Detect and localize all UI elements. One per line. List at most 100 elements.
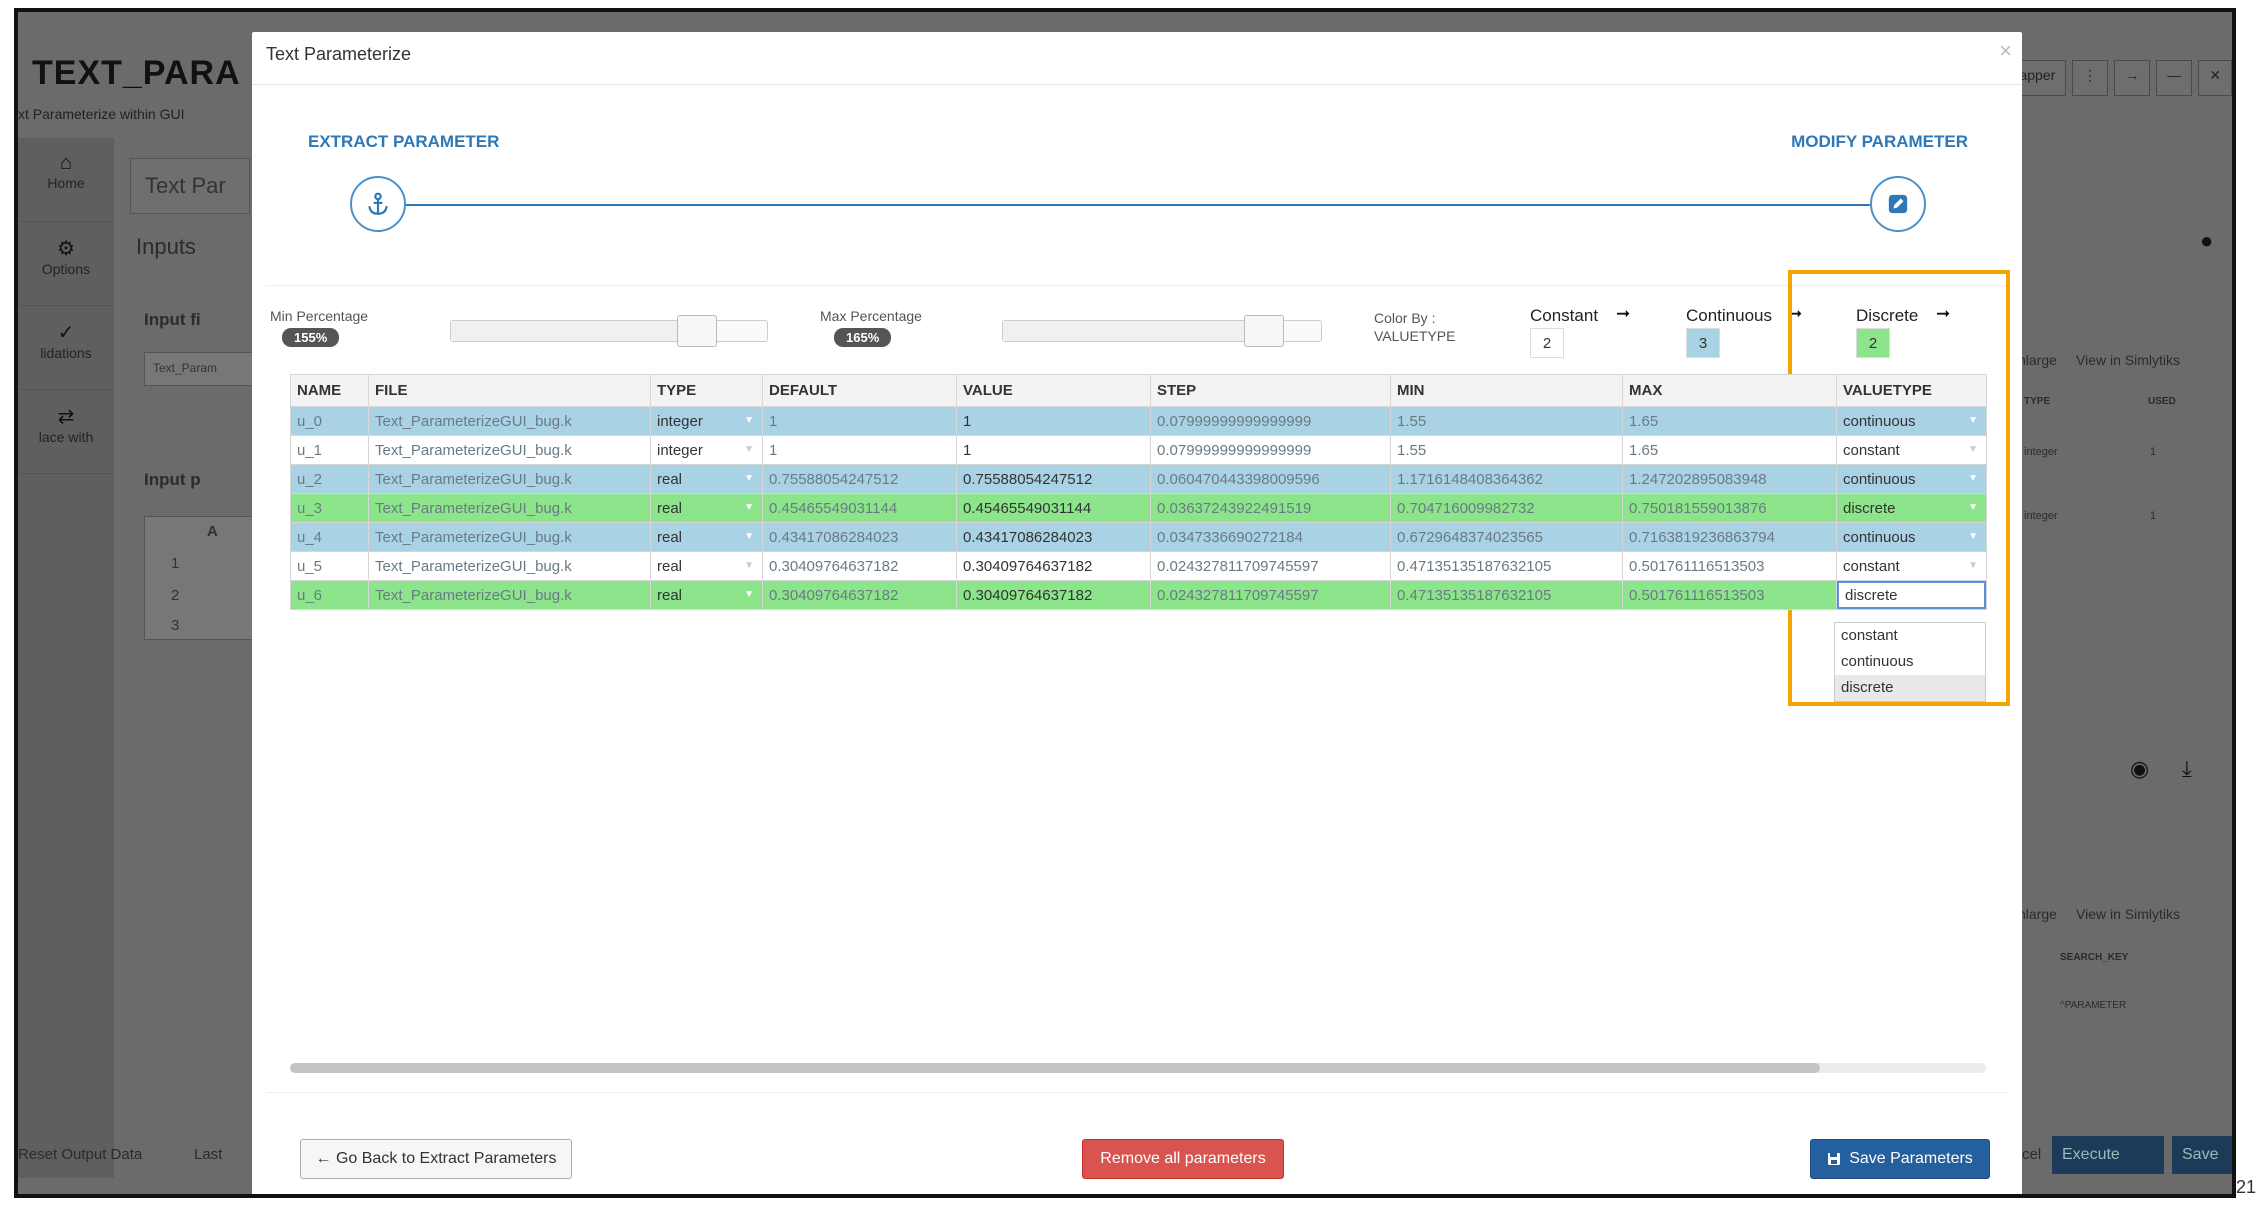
- sidebar-item-validations[interactable]: ✓ lidations: [18, 306, 114, 390]
- slider-handle[interactable]: [1243, 315, 1284, 347]
- col-header-value[interactable]: VALUE: [956, 374, 1151, 407]
- col-header-step[interactable]: STEP: [1150, 374, 1391, 407]
- cell-valuetype[interactable]: discrete ▼: [1836, 493, 1987, 523]
- cell-text: 1.247202895083948: [1629, 470, 1767, 488]
- sidebar-item-replace[interactable]: ⇄ lace with: [18, 390, 114, 474]
- eye-icon[interactable]: ◉: [2130, 756, 2150, 781]
- scrollbar-thumb[interactable]: [290, 1063, 1820, 1073]
- cell-step: 0.060470443398009596: [1150, 464, 1391, 494]
- max-percentage-slider[interactable]: [1002, 315, 1322, 347]
- inputs-heading: Inputs: [136, 234, 196, 259]
- cell-file: Text_ParameterizeGUI_bug.k: [368, 551, 651, 581]
- cell-text: Text_ParameterizeGUI_bug.k: [375, 470, 572, 488]
- sidebar-item-options[interactable]: ⚙ Options: [18, 222, 114, 306]
- cell-text: real: [657, 528, 683, 546]
- cell-min: 1.55: [1390, 406, 1623, 436]
- dropdown-option-constant[interactable]: constant: [1841, 627, 1898, 644]
- cell-file: Text_ParameterizeGUI_bug.k: [368, 435, 651, 465]
- step-extract-label[interactable]: EXTRACT PARAMETER: [308, 132, 500, 151]
- chevron-down-icon[interactable]: ▼: [1968, 560, 1978, 571]
- go-back-button[interactable]: ← Go Back to Extract Parameters: [300, 1139, 572, 1179]
- table-row: u_1 Text_ParameterizeGUI_bug.k integer ▼ 1 1 0…: [290, 435, 1987, 465]
- enlarge-button-2[interactable]: nlarge: [2018, 906, 2057, 922]
- cell-text: 0.47135135187632105: [1397, 557, 1552, 575]
- info-icon[interactable]: ●: [2200, 228, 2214, 253]
- step-modify-button[interactable]: [1870, 176, 1926, 232]
- chevron-down-icon[interactable]: ▼: [1968, 444, 1978, 455]
- col-header-max[interactable]: MAX: [1622, 374, 1837, 407]
- edit-icon: [1888, 194, 1908, 214]
- close-icon[interactable]: ×: [1999, 38, 2012, 63]
- cell-valuetype[interactable]: discrete: [1836, 580, 1987, 610]
- cell-text: Text_ParameterizeGUI_bug.k: [375, 499, 572, 517]
- remove-all-button[interactable]: Remove all parameters: [1082, 1139, 1284, 1179]
- sidebar-item-label: lidations: [40, 345, 92, 361]
- chevron-down-icon[interactable]: ▼: [1968, 473, 1978, 484]
- slider-handle[interactable]: [677, 315, 718, 347]
- cell-valuetype[interactable]: continuous ▼: [1836, 406, 1987, 436]
- col-header-name[interactable]: NAME: [290, 374, 369, 407]
- reset-output-button[interactable]: Reset Output Data: [18, 1146, 143, 1163]
- enlarge-button[interactable]: nlarge: [2018, 352, 2057, 368]
- cell-type[interactable]: real ▼: [650, 551, 763, 581]
- chevron-down-icon[interactable]: ▼: [744, 502, 754, 513]
- cell-valuetype[interactable]: continuous ▼: [1836, 464, 1987, 494]
- cancel-button[interactable]: cel: [2022, 1146, 2042, 1163]
- cell-type[interactable]: integer ▼: [650, 406, 763, 436]
- col-header-min[interactable]: MIN: [1390, 374, 1623, 407]
- col-header-file[interactable]: FILE: [368, 374, 651, 407]
- horizontal-scrollbar[interactable]: [290, 1063, 1986, 1073]
- dropdown-option-continuous[interactable]: continuous: [1841, 653, 1914, 670]
- cell-text: Text_ParameterizeGUI_bug.k: [375, 528, 572, 546]
- cell-type[interactable]: real ▼: [650, 522, 763, 552]
- dropdown-option-discrete[interactable]: discrete: [1835, 675, 1985, 701]
- cell-text: constant: [1843, 557, 1900, 575]
- chevron-down-icon[interactable]: ▼: [744, 560, 754, 571]
- chevron-down-icon[interactable]: ▼: [744, 473, 754, 484]
- close-icon[interactable]: ✕: [2198, 60, 2232, 96]
- chevron-down-icon[interactable]: ▼: [1968, 415, 1978, 426]
- arrow-right-icon[interactable]: →: [2114, 60, 2151, 96]
- chevron-down-icon[interactable]: ▼: [744, 531, 754, 542]
- download-icon[interactable]: ⤓: [2182, 756, 2192, 781]
- chevron-down-icon[interactable]: ▼: [744, 444, 754, 455]
- cell-text: 0.03637243922491519: [1157, 499, 1312, 517]
- cell-type[interactable]: integer ▼: [650, 435, 763, 465]
- table-header-row: NAME FILE TYPE DEFAULT VALUE STEP MIN MA…: [290, 374, 1987, 407]
- chevron-down-icon[interactable]: ▼: [744, 589, 754, 600]
- chevron-down-icon[interactable]: ▼: [1968, 502, 1978, 513]
- step-modify-label[interactable]: MODIFY PARAMETER: [1791, 132, 1968, 151]
- cell-valuetype[interactable]: constant ▼: [1836, 435, 1987, 465]
- bg-save-button[interactable]: Save: [2172, 1136, 2232, 1174]
- cell-valuetype[interactable]: continuous ▼: [1836, 522, 1987, 552]
- cell-type[interactable]: real ▼: [650, 493, 763, 523]
- cell-type[interactable]: real ▼: [650, 580, 763, 610]
- view-simlytiks-button[interactable]: View in Simlytiks: [2076, 352, 2180, 368]
- execute-button[interactable]: Execute: [2052, 1136, 2164, 1174]
- chevron-down-icon[interactable]: ▼: [744, 415, 754, 426]
- save-parameters-button[interactable]: Save Parameters: [1810, 1139, 1990, 1179]
- cell-type[interactable]: real ▼: [650, 464, 763, 494]
- sidebar-item-home[interactable]: ⌂ Home: [18, 138, 114, 222]
- valuetype-select-open[interactable]: discrete: [1837, 581, 1986, 609]
- max-percentage-label: Max Percentage: [820, 308, 922, 324]
- app-title: TEXT_PARA: [32, 54, 241, 92]
- col-header-valuetype[interactable]: VALUETYPE: [1836, 374, 1987, 407]
- input-file-field[interactable]: Text_Param: [144, 352, 254, 386]
- view-simlytiks-button-2[interactable]: View in Simlytiks: [2076, 906, 2180, 922]
- col-header-default[interactable]: DEFAULT: [762, 374, 957, 407]
- col-header-type[interactable]: TYPE: [650, 374, 763, 407]
- legend-continuous-count: 3: [1686, 328, 1720, 358]
- cell-text: u_2: [297, 470, 323, 488]
- cell-text: u_0: [297, 412, 323, 430]
- tab-text-param[interactable]: Text Par: [130, 158, 250, 214]
- cell-valuetype[interactable]: constant ▼: [1836, 551, 1987, 581]
- min-percentage-label: Min Percentage: [270, 308, 369, 324]
- min-percentage-slider[interactable]: [450, 315, 768, 347]
- step-extract-button[interactable]: [350, 176, 406, 232]
- chevron-down-icon[interactable]: ▼: [1968, 531, 1978, 542]
- more-icon[interactable]: ⋮: [2072, 60, 2109, 96]
- cell-text: constant: [1843, 441, 1900, 459]
- modal-footer: ← Go Back to Extract Parameters Remove a…: [266, 1092, 2008, 1192]
- minimize-icon[interactable]: —: [2156, 60, 2193, 96]
